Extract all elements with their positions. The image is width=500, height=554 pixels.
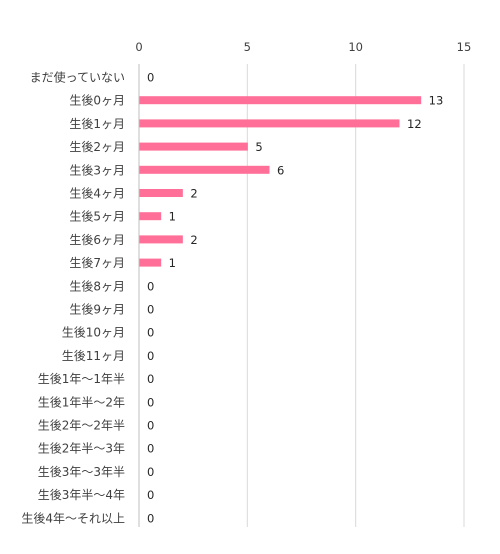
bar — [139, 258, 162, 267]
category-label: 生後10ヶ月 — [62, 326, 125, 340]
gridlines — [246, 64, 465, 527]
data-label: 0 — [147, 303, 154, 317]
category-label: 生後1年〜1年半 — [38, 372, 125, 386]
data-label: 0 — [147, 419, 154, 433]
data-label: 0 — [147, 349, 154, 363]
category-label: 生後3年半〜4年 — [38, 488, 125, 502]
data-label: 13 — [429, 94, 444, 108]
category-label: 生後0ヶ月 — [69, 94, 125, 108]
bar — [139, 189, 183, 197]
category-label: 生後1ヶ月 — [69, 117, 125, 131]
data-label: 0 — [147, 71, 154, 85]
data-label: 12 — [407, 117, 422, 131]
bar — [139, 119, 400, 128]
bar — [139, 142, 248, 151]
x-tick-label: 10 — [348, 40, 363, 54]
category-label: まだ使っていない — [30, 70, 125, 85]
data-label: 2 — [190, 187, 197, 201]
data-label: 0 — [147, 442, 154, 456]
category-label: 生後2ヶ月 — [69, 140, 125, 154]
data-label: 1 — [169, 210, 176, 224]
x-axis-ticks: 0 5 10 15 — [135, 40, 471, 54]
bars — [139, 96, 422, 267]
category-labels: まだ使っていない生後0ヶ月生後1ヶ月生後2ヶ月生後3ヶ月生後4ヶ月生後5ヶ月生後… — [21, 70, 125, 526]
data-label: 0 — [147, 395, 154, 409]
data-label: 0 — [147, 372, 154, 386]
category-label: 生後4年〜それ以上 — [21, 511, 125, 525]
category-label: 生後1年半〜2年 — [38, 395, 125, 409]
data-label: 0 — [147, 488, 154, 502]
data-label: 1 — [169, 256, 176, 270]
data-label: 5 — [255, 140, 262, 154]
x-tick-label: 5 — [244, 40, 251, 54]
category-label: 生後2年半〜3年 — [38, 442, 125, 456]
data-label: 6 — [277, 163, 284, 177]
category-label: 生後3年〜3年半 — [38, 465, 125, 479]
category-label: 生後3ヶ月 — [69, 163, 125, 177]
x-tick-label: 15 — [457, 40, 472, 54]
category-label: 生後11ヶ月 — [62, 349, 125, 363]
bar — [139, 212, 162, 221]
category-label: 生後9ヶ月 — [69, 303, 125, 317]
data-label: 2 — [190, 233, 197, 247]
data-label: 0 — [147, 511, 154, 525]
category-label: 生後4ヶ月 — [69, 187, 125, 201]
bar — [139, 235, 183, 244]
category-label: 生後6ヶ月 — [69, 233, 125, 247]
category-label: 生後7ヶ月 — [69, 256, 125, 270]
data-label: 0 — [147, 465, 154, 479]
category-label: 生後2年〜2年半 — [38, 419, 125, 433]
data-label: 0 — [147, 279, 154, 293]
bar — [139, 96, 422, 105]
data-label: 0 — [147, 326, 154, 340]
category-label: 生後5ヶ月 — [69, 210, 125, 224]
bar — [139, 165, 270, 174]
x-tick-label: 0 — [135, 40, 142, 54]
category-label: 生後8ヶ月 — [69, 279, 125, 293]
